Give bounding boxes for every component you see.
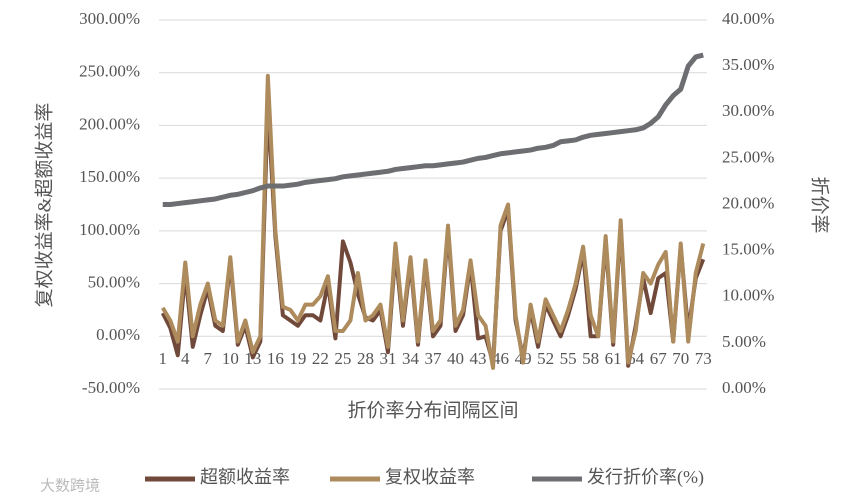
x-tick-label: 37 xyxy=(425,349,443,368)
legend-label: 发行折价率(%) xyxy=(587,467,704,488)
y-tick-label: 150.00% xyxy=(79,167,140,186)
x-tick-label: 34 xyxy=(402,349,420,368)
y2-tick-label: 15.00% xyxy=(722,240,774,259)
x-axis-title: 折价率分布间隔区间 xyxy=(347,399,518,421)
x-tick-label: 1 xyxy=(159,349,168,368)
y2-tick-label: 20.00% xyxy=(722,193,774,212)
series-line xyxy=(160,102,706,368)
y-tick-label: 200.00% xyxy=(79,114,140,133)
series-line xyxy=(162,52,704,207)
legend-label: 复权收益率 xyxy=(385,467,475,487)
x-tick-label: 52 xyxy=(537,349,554,368)
x-tick-label: 58 xyxy=(582,349,599,368)
x-tick-label: 7 xyxy=(204,349,213,368)
legend-label: 超额收益率 xyxy=(200,467,290,487)
x-tick-label: 19 xyxy=(289,349,306,368)
x-tick-label: 67 xyxy=(650,349,668,368)
x-tick-label: 46 xyxy=(492,349,509,368)
y2-tick-label: 5.00% xyxy=(722,332,766,351)
y-tick-label: 50.00% xyxy=(88,272,140,291)
y2-tick-label: 0.00% xyxy=(722,378,766,397)
y2-tick-label: 25.00% xyxy=(722,147,774,166)
y-tick-label: -50.00% xyxy=(82,378,140,397)
x-tick-label: 73 xyxy=(695,349,712,368)
x-tick-label: 4 xyxy=(181,349,190,368)
y2-axis-title: 折价率 xyxy=(809,176,831,233)
x-tick-label: 40 xyxy=(447,349,464,368)
x-tick-label: 16 xyxy=(267,349,284,368)
x-tick-label: 10 xyxy=(222,349,239,368)
x-tick-label: 43 xyxy=(470,349,487,368)
y2-tick-label: 10.00% xyxy=(722,286,774,305)
x-tick-label: 70 xyxy=(672,349,689,368)
series-line xyxy=(161,73,706,370)
x-tick-label: 25 xyxy=(334,349,351,368)
watermark: 大数跨境 xyxy=(40,476,100,494)
y-tick-label: 100.00% xyxy=(79,220,140,239)
x-tick-label: 31 xyxy=(379,349,396,368)
y-tick-label: 0.00% xyxy=(96,325,140,344)
x-tick-label: 28 xyxy=(357,349,374,368)
x-tick-label: 55 xyxy=(560,349,577,368)
x-tick-label: 61 xyxy=(605,349,622,368)
x-tick-label: 22 xyxy=(312,349,329,368)
y-tick-label: 250.00% xyxy=(79,62,140,81)
y-tick-label: 300.00% xyxy=(79,9,140,28)
y-axis-title: 复权收益率&超额收益率 xyxy=(33,103,55,308)
y2-tick-label: 30.00% xyxy=(722,101,774,120)
y2-tick-label: 40.00% xyxy=(722,9,774,28)
y2-tick-label: 35.00% xyxy=(722,55,774,74)
